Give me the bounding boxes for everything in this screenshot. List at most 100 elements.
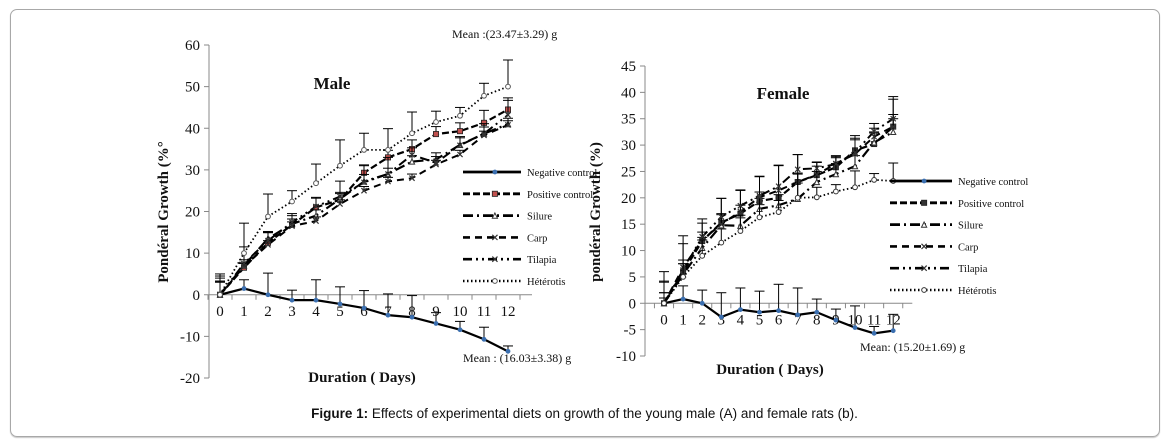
data-point bbox=[265, 292, 271, 298]
data-point bbox=[456, 128, 463, 135]
data-point bbox=[432, 159, 440, 166]
data-point bbox=[505, 348, 511, 354]
series-h-t-rotis bbox=[215, 59, 513, 298]
data-point bbox=[432, 161, 440, 168]
x-tick-label: 9 bbox=[432, 304, 440, 320]
legend-label: Negative control bbox=[958, 177, 1028, 188]
data-point bbox=[361, 146, 367, 153]
data-point bbox=[409, 314, 415, 320]
data-point bbox=[492, 169, 498, 175]
y-tick-label: 40 bbox=[185, 121, 200, 137]
legend-item: Carp bbox=[463, 233, 547, 244]
data-point bbox=[776, 308, 781, 314]
figure-caption: Figure 1: Effects of experimental diets … bbox=[0, 406, 1169, 421]
x-tick-label: 10 bbox=[453, 304, 468, 320]
y-tick-label: 0 bbox=[629, 296, 637, 312]
data-point bbox=[890, 115, 897, 122]
data-point bbox=[313, 180, 319, 187]
data-point bbox=[492, 278, 498, 284]
x-tick-label: 1 bbox=[679, 312, 687, 328]
caption-text: Effects of experimental diets on growth … bbox=[368, 406, 858, 421]
data-point bbox=[890, 328, 896, 334]
legend-item: Silure bbox=[890, 221, 983, 232]
data-point bbox=[814, 309, 820, 315]
data-point bbox=[756, 194, 763, 201]
x-tick-label: 12 bbox=[501, 304, 516, 320]
data-point bbox=[480, 130, 488, 137]
legend-label: Hétérotis bbox=[958, 286, 997, 297]
x-tick-label: 3 bbox=[288, 304, 296, 320]
data-point bbox=[851, 162, 859, 170]
data-point bbox=[871, 330, 877, 336]
male-chart: 6050403020100-10-200123456789101112MaleD… bbox=[156, 27, 597, 387]
data-point bbox=[360, 179, 368, 186]
data-point bbox=[833, 317, 839, 323]
data-point bbox=[889, 128, 897, 136]
data-point bbox=[336, 200, 344, 208]
x-tick-label: 2 bbox=[264, 304, 272, 320]
x-axis-title: Duration ( Days) bbox=[716, 362, 824, 378]
x-tick-label: 0 bbox=[660, 312, 668, 328]
legend-label: Silure bbox=[527, 212, 552, 223]
x-tick-label: 5 bbox=[756, 312, 764, 328]
legend-label: Positive control bbox=[527, 190, 593, 201]
data-point bbox=[481, 92, 487, 99]
data-point bbox=[409, 130, 415, 137]
data-point bbox=[699, 233, 706, 240]
data-point bbox=[921, 178, 927, 184]
data-point bbox=[433, 119, 439, 125]
data-point bbox=[432, 131, 439, 138]
y-axis-title: Pondéral Growth (%° bbox=[156, 141, 172, 283]
data-point bbox=[852, 325, 858, 330]
data-point bbox=[813, 165, 820, 172]
data-point bbox=[361, 305, 367, 311]
x-tick-label: 7 bbox=[794, 312, 802, 328]
y-tick-label: 30 bbox=[621, 138, 636, 154]
series-line bbox=[663, 125, 894, 304]
data-point bbox=[775, 209, 782, 215]
y-tick-label: -10 bbox=[616, 349, 636, 365]
data-point bbox=[491, 256, 498, 263]
x-tick-label: 4 bbox=[312, 304, 320, 320]
data-point bbox=[794, 166, 801, 173]
y-tick-label: 10 bbox=[621, 244, 636, 260]
data-point bbox=[718, 213, 725, 220]
data-point bbox=[737, 202, 744, 209]
data-point bbox=[385, 146, 391, 153]
x-tick-label: 8 bbox=[813, 312, 821, 328]
data-point bbox=[408, 151, 416, 158]
data-point bbox=[813, 171, 820, 178]
data-point bbox=[921, 287, 927, 293]
data-point bbox=[775, 183, 782, 190]
legend-item: Positive control bbox=[463, 190, 593, 201]
legend-label: Hétérotis bbox=[527, 277, 566, 288]
legend-item: Positive control bbox=[890, 199, 1024, 210]
data-point bbox=[794, 194, 801, 201]
mean-annotation: Mean : (16.03±3.38) g bbox=[463, 351, 571, 365]
data-point bbox=[312, 218, 320, 225]
data-point bbox=[481, 336, 487, 342]
panel-title: Male bbox=[314, 74, 351, 93]
data-point bbox=[871, 128, 878, 135]
x-tick-label: 6 bbox=[775, 312, 783, 328]
data-point bbox=[433, 321, 439, 326]
legend-item: Hétérotis bbox=[890, 286, 997, 297]
y-axis-title: pondéral Growth (%) bbox=[588, 142, 604, 282]
data-point bbox=[699, 300, 705, 306]
data-point bbox=[813, 178, 821, 186]
y-tick-label: 50 bbox=[185, 80, 200, 96]
data-point bbox=[312, 203, 320, 210]
data-point bbox=[737, 228, 744, 234]
data-point bbox=[833, 188, 839, 195]
data-point bbox=[384, 171, 392, 178]
data-point bbox=[289, 297, 295, 303]
data-point bbox=[456, 151, 464, 158]
x-tick-label: 1 bbox=[240, 304, 248, 320]
data-point bbox=[795, 312, 801, 318]
data-point bbox=[491, 190, 498, 197]
data-point bbox=[384, 178, 392, 185]
series-positive-control bbox=[215, 99, 513, 298]
legend-label: Carp bbox=[958, 242, 978, 253]
y-tick-label: 40 bbox=[621, 85, 636, 101]
